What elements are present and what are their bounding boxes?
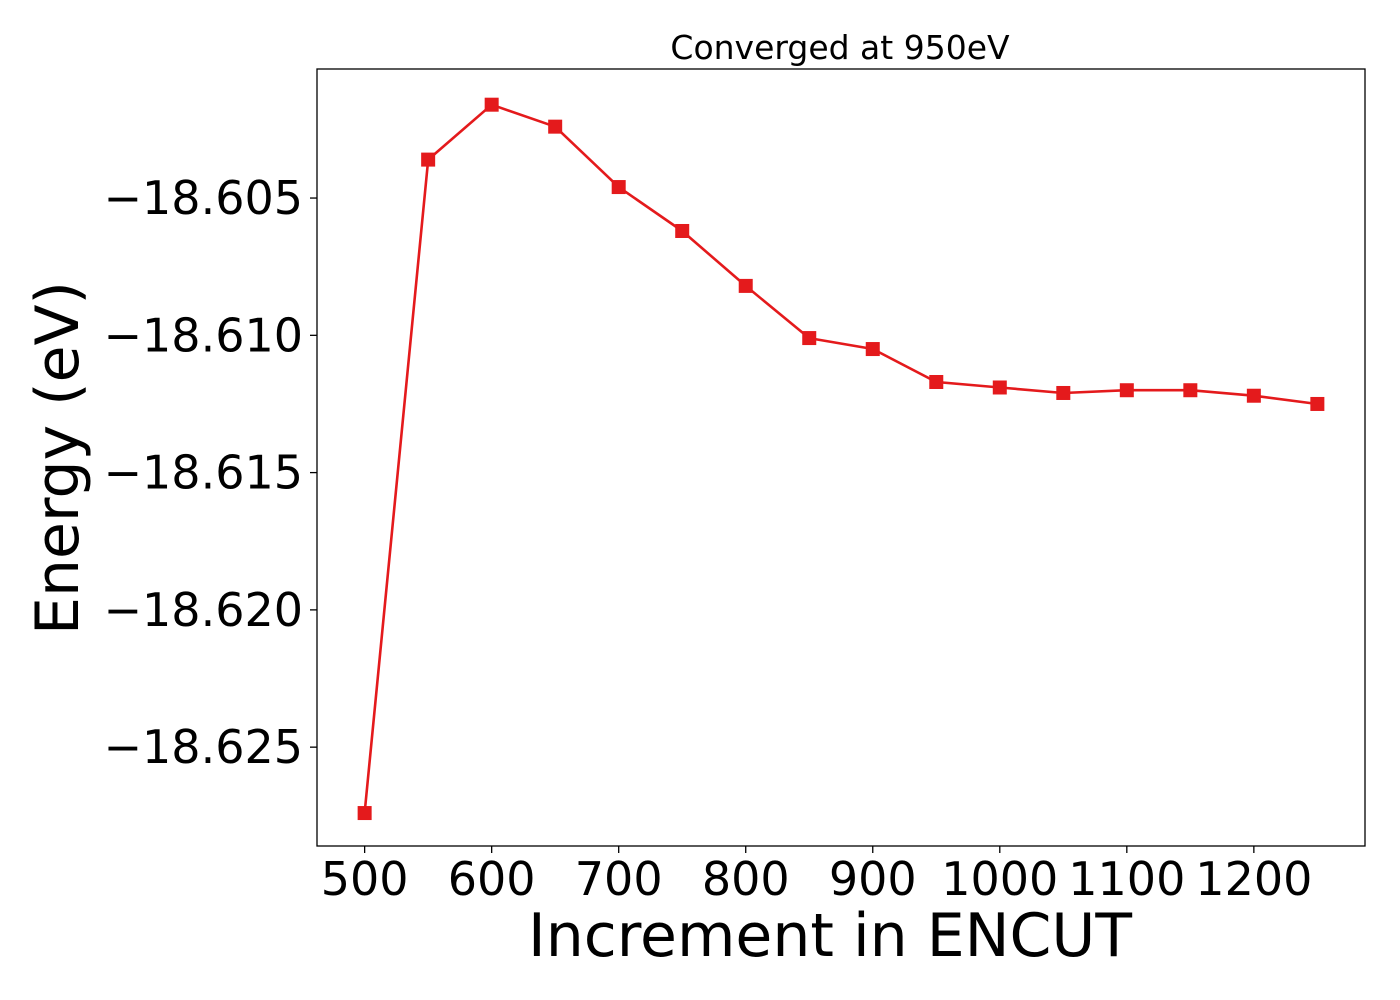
data-point-marker xyxy=(929,374,944,389)
data-point-marker xyxy=(421,152,436,167)
data-point-marker xyxy=(865,342,880,357)
plot-area xyxy=(357,97,1325,821)
x-tick-label: 1200 xyxy=(1195,852,1312,906)
y-axis-label: Energy (eV) xyxy=(23,281,93,635)
x-tick-label: 1100 xyxy=(1068,852,1185,906)
y-tick-label: −18.605 xyxy=(104,171,304,225)
x-tick-label: 600 xyxy=(448,852,536,906)
data-point-marker xyxy=(1183,383,1198,398)
data-point-marker xyxy=(738,278,753,293)
x-axis-label: Increment in ENCUT xyxy=(528,901,1132,971)
y-tick-label: −18.620 xyxy=(104,583,304,637)
plot-frame xyxy=(316,68,1366,847)
x-tick-label: 1000 xyxy=(941,852,1058,906)
data-point-marker xyxy=(484,97,499,112)
series-line xyxy=(363,103,1318,814)
x-axis: 500 600 700 800 900 1000 1100 1200 xyxy=(321,846,1312,906)
data-point-marker xyxy=(1310,396,1325,411)
data-point-marker xyxy=(675,223,690,238)
data-point-marker xyxy=(1119,383,1134,398)
y-axis: −18.605 −18.610 −18.615 −18.620 −18.625 xyxy=(104,171,317,774)
data-point-marker xyxy=(1056,385,1071,400)
x-tick-label: 900 xyxy=(829,852,917,906)
data-point-marker xyxy=(357,806,372,821)
x-tick-label: 500 xyxy=(321,852,409,906)
chart-title: Converged at 950eV xyxy=(670,28,1010,67)
data-point-marker xyxy=(1246,388,1261,403)
x-tick-label: 800 xyxy=(702,852,790,906)
x-tick-label: 700 xyxy=(575,852,663,906)
y-tick-label: −18.610 xyxy=(104,308,304,362)
y-tick-label: −18.625 xyxy=(104,720,304,774)
y-tick-label: −18.615 xyxy=(104,446,304,500)
data-point-marker xyxy=(802,331,817,346)
data-point-marker xyxy=(548,119,563,134)
data-point-marker xyxy=(611,180,626,195)
data-point-marker xyxy=(992,380,1007,395)
